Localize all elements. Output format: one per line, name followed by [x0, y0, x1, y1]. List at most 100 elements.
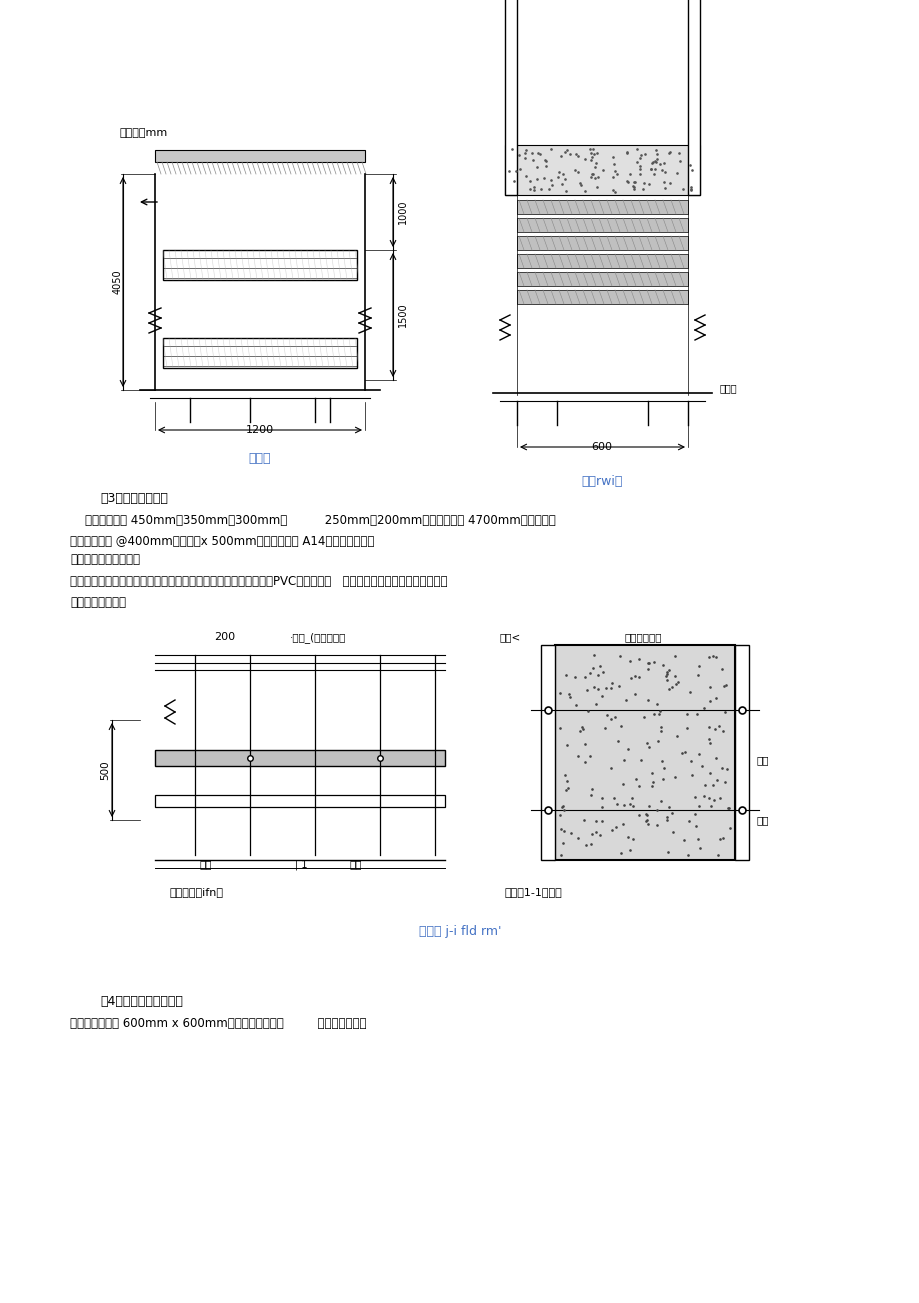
Point	[682, 155, 697, 176]
Point	[714, 757, 729, 778]
Point	[631, 775, 646, 796]
Point	[619, 739, 634, 760]
Point	[636, 172, 651, 193]
Point	[629, 151, 643, 172]
Point	[522, 171, 537, 192]
Point	[553, 146, 568, 167]
Point	[512, 159, 527, 180]
Point	[627, 172, 641, 193]
Point	[672, 151, 686, 172]
Point	[502, 160, 516, 181]
Point	[656, 172, 671, 193]
Point	[659, 662, 674, 683]
Point	[574, 719, 589, 740]
Bar	[516, 199, 687, 214]
Point	[649, 693, 664, 714]
Point	[649, 814, 664, 835]
Bar	[687, 0, 699, 195]
Point	[555, 795, 570, 816]
Text: ·主楞_(目於诶置）: ·主楞_(目於诶置）	[289, 632, 346, 642]
Point	[717, 771, 732, 792]
Point	[669, 163, 684, 184]
Point	[613, 715, 628, 736]
Bar	[163, 337, 357, 367]
Point	[606, 146, 620, 167]
Point	[712, 829, 727, 850]
Point	[618, 142, 633, 163]
Point	[638, 804, 652, 825]
Point	[643, 762, 658, 783]
Point	[573, 175, 588, 195]
Text: 闸隔墙、密闭墙及其对于墙上梁在施工支模时采用螺杆拉结模板，PVC管，具体部   只可使用一次性螺杆不允许使用用: 闸隔墙、密闭墙及其对于墙上梁在施工支模时采用螺杆拉结模板，PVC管，具体部 只可…	[70, 575, 447, 588]
Point	[652, 154, 667, 175]
Point	[657, 179, 672, 199]
Point	[648, 151, 663, 172]
Point	[654, 769, 669, 790]
Point	[720, 758, 734, 779]
Point	[632, 147, 647, 168]
Point	[675, 829, 690, 850]
Point	[531, 143, 546, 164]
Point	[646, 163, 661, 184]
Point	[720, 797, 734, 818]
Point	[524, 142, 539, 163]
Point	[646, 704, 661, 724]
Point	[580, 701, 595, 722]
Bar	[163, 250, 357, 280]
Point	[688, 816, 703, 837]
Point	[649, 149, 664, 169]
Point	[667, 645, 682, 666]
Point	[584, 164, 598, 185]
Point	[652, 701, 667, 722]
Point	[639, 734, 653, 754]
Point	[662, 173, 676, 194]
Text: 1000: 1000	[398, 199, 407, 224]
Point	[659, 809, 674, 830]
Point	[558, 142, 573, 163]
Point	[621, 163, 636, 184]
Point	[577, 834, 592, 855]
Point	[554, 173, 569, 194]
Point	[559, 139, 573, 160]
Point	[671, 142, 686, 163]
Point	[708, 719, 722, 740]
Point	[703, 795, 718, 816]
Point	[620, 172, 635, 193]
Text: 位详见设计图纸；: 位详见设计图纸；	[70, 597, 126, 610]
Point	[680, 810, 695, 831]
Point	[594, 788, 608, 809]
Point	[629, 138, 643, 159]
Point	[518, 139, 533, 160]
Point	[631, 804, 646, 825]
Point	[640, 809, 654, 830]
Point	[633, 749, 648, 770]
Point	[708, 648, 722, 668]
Point	[659, 670, 674, 691]
Point	[551, 162, 566, 182]
Point	[631, 667, 646, 688]
Point	[517, 147, 532, 168]
Point	[718, 702, 732, 723]
Point	[584, 146, 599, 167]
Point	[605, 672, 619, 693]
Point	[608, 817, 623, 838]
Point	[691, 796, 706, 817]
Point	[701, 676, 716, 697]
Point	[586, 143, 601, 164]
Text: 面板: 面板	[756, 754, 768, 765]
Point	[705, 775, 720, 796]
Text: 500: 500	[100, 760, 110, 779]
Point	[610, 731, 625, 752]
Point	[692, 838, 707, 859]
Point	[588, 810, 603, 831]
Point	[607, 706, 621, 727]
Point	[637, 143, 652, 164]
Point	[586, 676, 601, 697]
Point	[641, 653, 655, 674]
Point	[662, 678, 676, 698]
Point	[577, 180, 592, 201]
Point	[571, 745, 585, 766]
Point	[641, 173, 655, 194]
Text: 4050: 4050	[113, 270, 123, 294]
Point	[603, 757, 618, 778]
